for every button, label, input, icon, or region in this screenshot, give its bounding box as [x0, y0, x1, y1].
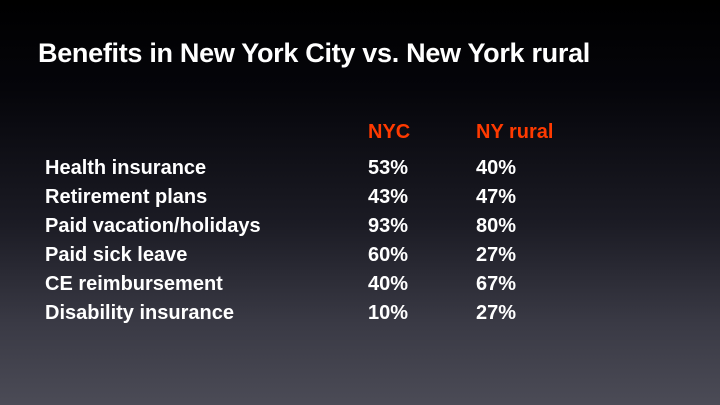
nyc-value: 53%: [368, 157, 409, 179]
nyc-value: 43%: [368, 186, 409, 208]
row-label: Retirement plans: [45, 186, 208, 208]
row-label: Disability insurance: [45, 302, 234, 324]
rural-value: 27%: [476, 244, 517, 266]
nyc-value: 10%: [368, 302, 409, 324]
table-row: Health insurance 53% 40%: [0, 157, 720, 186]
rural-value: 67%: [476, 273, 517, 295]
table-row: Disability insurance 10% 27%: [0, 302, 720, 331]
row-label: CE reimbursement: [45, 273, 223, 295]
rural-value: 80%: [476, 215, 517, 237]
rural-value: 40%: [476, 157, 517, 179]
column-header-nyc: NYC: [368, 121, 411, 143]
row-label: Paid vacation/holidays: [45, 215, 261, 237]
row-label: Health insurance: [45, 157, 207, 179]
rural-value: 47%: [476, 186, 517, 208]
table-row: Retirement plans 43% 47%: [0, 186, 720, 215]
table-row: Paid vacation/holidays 93% 80%: [0, 215, 720, 244]
slide-title: Benefits in New York City vs. New York r…: [38, 38, 590, 68]
table-row: Paid sick leave 60% 27%: [0, 244, 720, 273]
rural-value: 27%: [476, 302, 517, 324]
row-label: Paid sick leave: [45, 244, 188, 266]
column-header-row: NYC NY rural: [0, 121, 720, 151]
column-header-ny-rural: NY rural: [476, 121, 554, 143]
nyc-value: 93%: [368, 215, 409, 237]
benefits-table: Health insurance 53% 40% Retirement plan…: [0, 157, 720, 331]
table-row: CE reimbursement 40% 67%: [0, 273, 720, 302]
nyc-value: 60%: [368, 244, 409, 266]
nyc-value: 40%: [368, 273, 409, 295]
